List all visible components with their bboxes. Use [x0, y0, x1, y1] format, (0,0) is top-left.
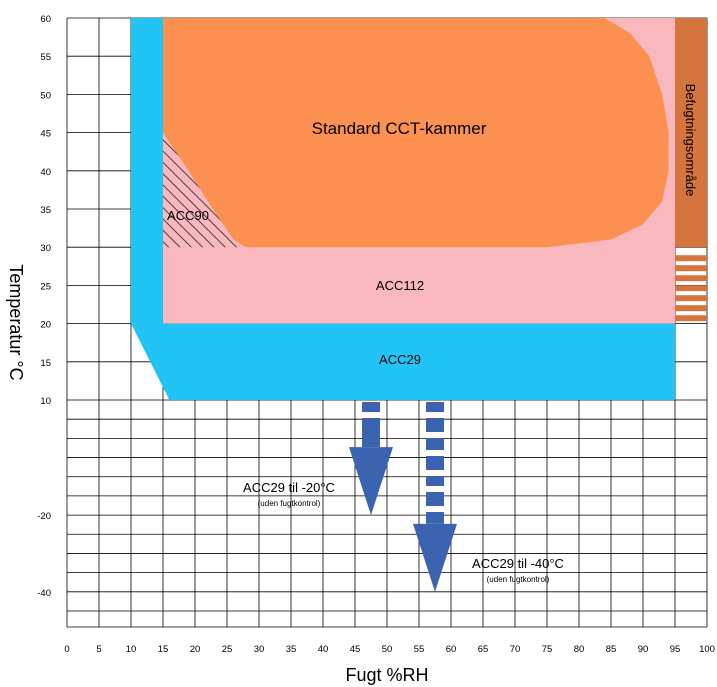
x-tick-label: 50 — [382, 644, 393, 655]
x-tick-label: 85 — [606, 644, 617, 655]
arrow-label-minus20: ACC29 til -20°C — [243, 480, 335, 495]
arrow-dash — [362, 402, 380, 412]
text-labels: Fugt %RH Temperatur °C Standard CCT-kammer… — [6, 84, 698, 685]
tick-labels: 0 5 10 15 20 25 30 35 40 45 50 55 60 65 70 75 80 85 90 95 10… — [37, 14, 715, 655]
x-tick-label: 60 — [446, 644, 457, 655]
x-axis-label: Fugt %RH — [345, 665, 428, 685]
arrow-dash — [426, 402, 444, 412]
arrow-dash — [426, 418, 444, 432]
y-axis-label: Temperatur °C — [6, 264, 26, 380]
x-tick-label: 70 — [510, 644, 521, 655]
humidification-band — [675, 18, 707, 248]
region-acc90 — [163, 132, 247, 248]
humidification-stripe — [675, 305, 707, 312]
regions — [131, 18, 707, 400]
region-label-acc112: ACC112 — [376, 278, 424, 293]
arrow-dash — [426, 492, 444, 506]
humidification-stripe — [675, 315, 707, 322]
y-tick-label: 30 — [40, 243, 51, 254]
y-tick-label: 20 — [40, 320, 51, 331]
x-tick-label: 90 — [638, 644, 649, 655]
y-tick-label: 50 — [40, 90, 51, 101]
region-label-acc90: ACC90 — [167, 208, 209, 223]
arrow-head — [413, 523, 457, 592]
arrow-dash — [426, 438, 444, 450]
region-standard-cct-kammer — [163, 18, 669, 248]
x-tick-label: 45 — [350, 644, 361, 655]
y-tick-label: 45 — [40, 129, 51, 140]
arrows — [349, 402, 457, 592]
humidification-stripe — [675, 265, 707, 272]
x-tick-label: 65 — [478, 644, 489, 655]
x-tick-label: 75 — [542, 644, 553, 655]
x-tick-label: 35 — [286, 644, 297, 655]
arrow-label-minus40: ACC29 til -40°C — [472, 556, 564, 571]
x-tick-label: 95 — [670, 644, 681, 655]
humidification-stripe — [675, 275, 707, 282]
x-tick-label: 30 — [254, 644, 265, 655]
y-tick-label: -40 — [37, 588, 51, 599]
arrow-note-minus40: (uden fugtkontrol) — [487, 575, 550, 584]
x-tick-label: 80 — [574, 644, 585, 655]
y-tick-label: 10 — [40, 396, 51, 407]
x-tick-label: 5 — [96, 644, 101, 655]
arrow-dash — [426, 456, 444, 470]
x-tick-label: 10 — [126, 644, 137, 655]
y-tick-label: 60 — [40, 14, 51, 25]
arrow-shaft — [426, 512, 444, 524]
region-label-acc29: ACC29 — [379, 352, 421, 367]
y-tick-label: 35 — [40, 205, 51, 216]
x-tick-label: 15 — [158, 644, 169, 655]
y-tick-label: 55 — [40, 52, 51, 63]
x-tick-label: 20 — [190, 644, 201, 655]
humidification-stripe — [675, 255, 707, 262]
y-tick-label: 25 — [40, 281, 51, 292]
x-tick-label: 40 — [318, 644, 329, 655]
arrow-dash — [426, 476, 444, 486]
arrow-shaft — [362, 418, 380, 448]
y-tick-label: 15 — [40, 358, 51, 369]
arrow-head — [349, 447, 393, 516]
y-tick-label: -20 — [37, 511, 51, 522]
x-tick-label: 100 — [699, 644, 715, 655]
x-tick-label: 55 — [414, 644, 425, 655]
region-label-standard-cct: Standard CCT-kammer — [312, 119, 487, 138]
x-tick-label: 25 — [222, 644, 233, 655]
y-tick-label: 40 — [40, 167, 51, 178]
humidification-stripe — [675, 295, 707, 302]
x-tick-label: 0 — [64, 644, 69, 655]
humidification-stripe — [675, 285, 707, 292]
arrow-note-minus20: (uden fugtkontrol) — [258, 499, 321, 508]
humidification-label: Befugtningsområde — [683, 84, 698, 197]
